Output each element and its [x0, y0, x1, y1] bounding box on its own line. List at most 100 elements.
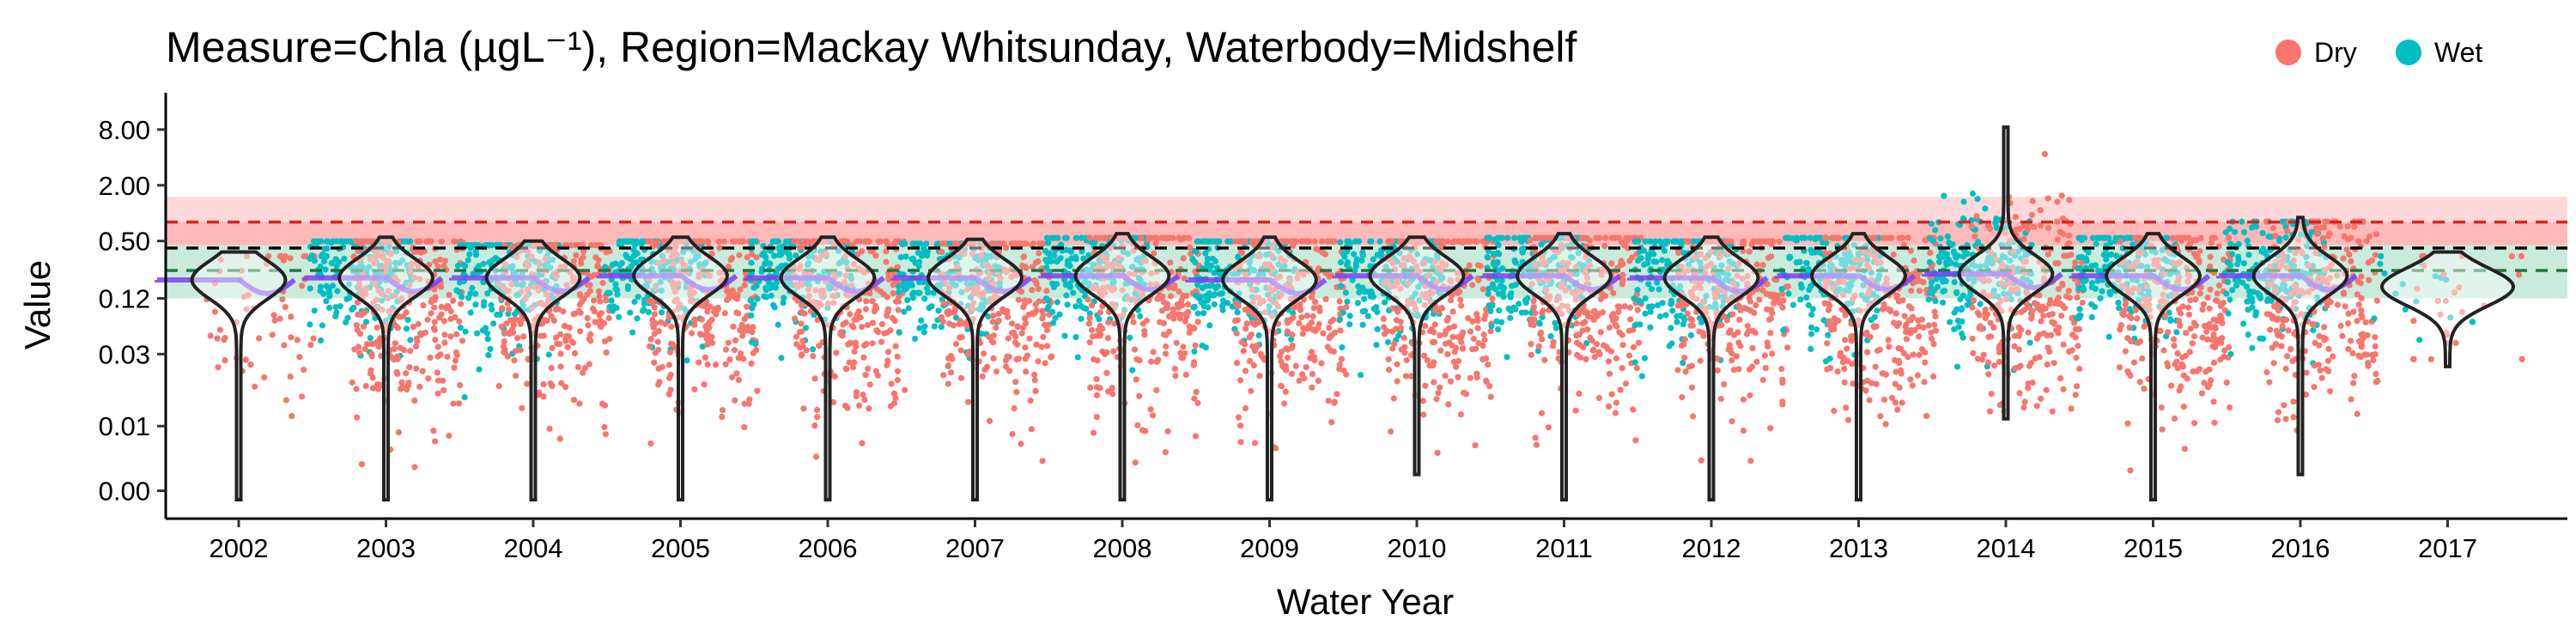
point: [1243, 320, 1250, 327]
point: [1074, 354, 1081, 361]
point: [897, 254, 904, 261]
point: [395, 428, 402, 436]
point: [945, 362, 951, 369]
point: [698, 316, 705, 323]
point: [565, 333, 573, 340]
point: [456, 400, 463, 407]
point: [770, 301, 777, 308]
point: [1656, 313, 1664, 320]
point: [754, 295, 761, 302]
point: [484, 336, 491, 343]
point: [1297, 301, 1303, 308]
point: [456, 279, 464, 286]
point: [957, 334, 963, 341]
point: [1150, 412, 1157, 419]
point: [1508, 290, 1515, 297]
point: [356, 349, 363, 356]
point: [380, 252, 386, 259]
point: [431, 319, 438, 325]
point: [436, 314, 443, 321]
point: [808, 239, 815, 246]
point: [392, 274, 398, 281]
point: [1841, 379, 1848, 386]
point: [799, 343, 806, 349]
point: [1072, 256, 1079, 263]
point: [1061, 332, 1068, 339]
point: [1632, 437, 1639, 444]
point: [744, 254, 750, 261]
point: [323, 298, 330, 305]
point: [1190, 361, 1197, 368]
point: [1528, 341, 1534, 348]
point: [1153, 234, 1160, 241]
point: [735, 376, 743, 384]
point: [1634, 287, 1641, 294]
point: [1449, 333, 1456, 341]
point: [1768, 240, 1775, 247]
point: [1474, 262, 1481, 269]
point: [407, 348, 414, 355]
point: [1192, 342, 1199, 349]
point: [1200, 238, 1206, 245]
point: [574, 364, 581, 371]
point: [1359, 321, 1366, 328]
point: [570, 258, 578, 264]
point: [403, 309, 410, 316]
point: [1458, 338, 1465, 345]
point: [881, 330, 888, 337]
point: [1593, 234, 1600, 241]
point: [906, 282, 913, 289]
point: [1580, 344, 1587, 351]
point: [1186, 323, 1193, 330]
point: [801, 310, 808, 317]
point: [1242, 404, 1249, 412]
point: [859, 324, 866, 331]
point: [419, 368, 426, 374]
point: [1051, 234, 1058, 241]
point: [1351, 251, 1358, 258]
point: [1093, 414, 1100, 421]
point: [1339, 344, 1346, 351]
point: [1153, 358, 1161, 365]
point: [1630, 343, 1637, 350]
point: [1755, 238, 1763, 245]
point: [902, 240, 908, 247]
point: [296, 354, 303, 361]
point: [1547, 333, 1554, 340]
point: [392, 340, 398, 347]
point: [928, 303, 935, 310]
point: [1251, 347, 1258, 354]
point: [1797, 296, 1804, 303]
point: [1578, 234, 1585, 241]
point: [1167, 259, 1174, 266]
point: [393, 368, 400, 375]
point: [1527, 237, 1534, 244]
point: [374, 338, 381, 345]
point: [1249, 319, 1256, 326]
point: [308, 252, 315, 259]
point: [1714, 367, 1721, 374]
point: [1346, 321, 1353, 328]
point: [1091, 429, 1097, 436]
point: [1759, 262, 1766, 269]
point: [1767, 425, 1774, 432]
point: [580, 253, 586, 261]
point: [345, 281, 353, 288]
point: [1442, 373, 1449, 380]
point: [740, 355, 747, 362]
point: [1009, 320, 1016, 327]
point: [540, 393, 547, 400]
point: [748, 259, 755, 266]
point: [1163, 350, 1170, 357]
point: [1916, 333, 1923, 340]
point: [1577, 354, 1583, 361]
point: [440, 318, 448, 325]
point: [380, 240, 387, 246]
point: [1099, 325, 1106, 332]
point: [1762, 238, 1770, 245]
point: [773, 238, 780, 245]
point: [1137, 313, 1144, 319]
point: [1487, 328, 1494, 335]
point: [668, 340, 675, 347]
point: [369, 385, 376, 392]
